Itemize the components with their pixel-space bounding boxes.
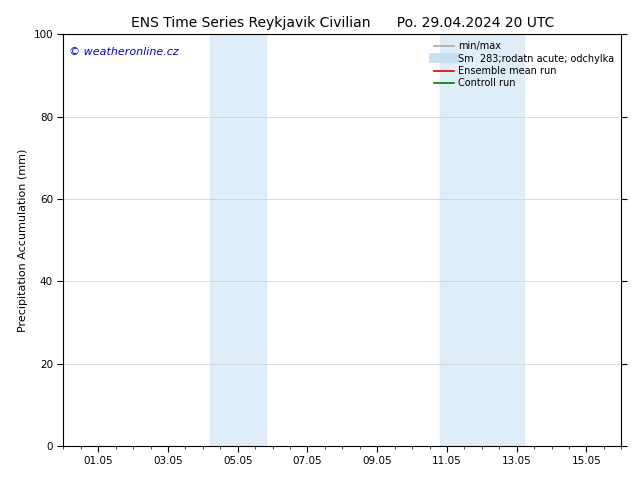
Bar (440, 34, 524, 446)
Y-axis label: Precipitation Accumulation (mm): Precipitation Accumulation (mm) (18, 148, 28, 332)
Title: ENS Time Series Reykjavik Civilian      Po. 29.04.2024 20 UTC: ENS Time Series Reykjavik Civilian Po. 2… (131, 16, 554, 30)
Legend: min/max, Sm  283;rodatn acute; odchylka, Ensemble mean run, Controll run: min/max, Sm 283;rodatn acute; odchylka, … (430, 37, 618, 92)
Bar (210, 34, 266, 446)
Text: © weatheronline.cz: © weatheronline.cz (69, 47, 179, 57)
